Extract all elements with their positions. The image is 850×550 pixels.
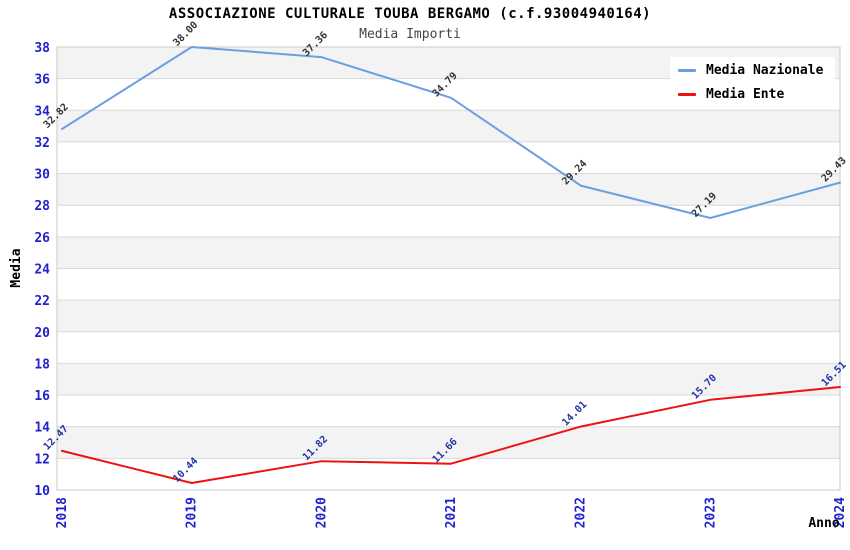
x-tick-label: 2023 (703, 497, 718, 528)
y-tick-label: 34 (34, 104, 50, 119)
x-tick-label: 2021 (444, 497, 459, 528)
plot-band (57, 110, 840, 142)
media-nazionale-line-swatch-icon (678, 69, 696, 72)
y-tick-label: 16 (34, 389, 50, 404)
y-tick-label: 20 (34, 326, 50, 341)
chart-subtitle: Media Importi (359, 27, 461, 42)
series-line-1 (61, 386, 841, 484)
x-tick-label: 2024 (833, 497, 848, 528)
y-tick-label: 28 (34, 199, 50, 214)
plot-band (57, 300, 840, 332)
series-line-0 (61, 46, 841, 219)
chart-legend: Media Nazionale Media Ente (670, 57, 836, 108)
y-tick-label: 36 (34, 73, 50, 88)
x-axis-title: Anno (808, 516, 839, 531)
y-tick-label: 22 (34, 294, 50, 309)
plot-border (56, 46, 841, 491)
plot-band (57, 331, 840, 364)
y-tick-label: 10 (34, 484, 50, 499)
legend-item-media-nazionale: Media Nazionale (678, 63, 823, 78)
media-ente-line-swatch-icon (678, 93, 696, 96)
plot-band (57, 426, 840, 459)
legend-item-media-ente: Media Ente (678, 87, 823, 102)
plot-band (57, 173, 840, 206)
y-tick-label: 32 (34, 136, 50, 151)
y-tick-label: 30 (34, 168, 50, 183)
y-tick-label: 38 (34, 41, 50, 56)
data-point-label: 38.00 (171, 20, 200, 49)
x-tick-label: 2018 (55, 497, 70, 528)
y-tick-label: 12 (34, 452, 50, 467)
plot-band (57, 141, 840, 174)
plot-band (57, 268, 840, 301)
plot-band (57, 395, 840, 427)
legend-label: Media Nazionale (706, 63, 824, 78)
legend-label: Media Ente (706, 87, 785, 102)
x-tick-label: 2019 (185, 497, 200, 528)
x-tick-label: 2020 (314, 497, 329, 528)
x-tick-label: 2022 (574, 497, 589, 528)
plot-band (57, 363, 840, 396)
chart-title: ASSOCIAZIONE CULTURALE TOUBA BERGAMO (c.… (168, 6, 652, 22)
y-tick-label: 18 (34, 357, 50, 372)
plot-band (57, 205, 840, 237)
y-tick-label: 14 (34, 421, 50, 436)
y-axis-title: Media (9, 248, 24, 287)
y-tick-label: 24 (34, 263, 50, 278)
plot-band (57, 236, 840, 269)
y-tick-label: 26 (34, 231, 50, 246)
